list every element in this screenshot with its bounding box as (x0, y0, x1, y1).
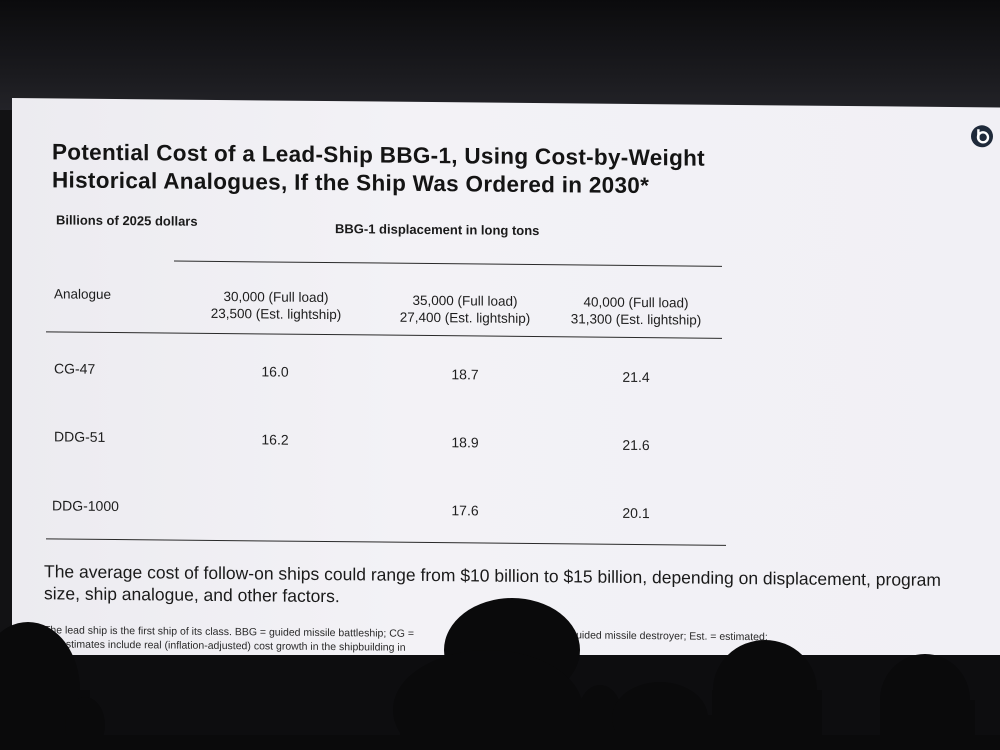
column-header-30000: 30,000 (Full load) 23,500 (Est. lightshi… (181, 288, 371, 324)
column-header-35000: 35,000 (Full load) 27,400 (Est. lightshi… (370, 291, 560, 327)
cell-ddg51-40000: 21.6 (622, 436, 650, 454)
cell-cg47-40000: 21.4 (622, 368, 650, 386)
auditorium-floor (0, 655, 1000, 750)
column-header-analogue: Analogue (54, 285, 154, 303)
cell-ddg1000-30000 (215, 500, 335, 501)
row-label-ddg1000: DDG-1000 (52, 497, 119, 515)
summary-text: The average cost of follow-on ships coul… (44, 561, 941, 607)
column-header-full-load: 35,000 (Full load) (412, 292, 518, 309)
cell-cg47-30000: 16.0 (261, 363, 289, 380)
cell-ddg1000-40000: 20.1 (622, 504, 650, 522)
footnote-line-1-right: DDG = guided missile destroyer; Est. = e… (534, 629, 768, 644)
table-bottom-rule (46, 538, 726, 546)
displacement-header: BBG-1 displacement in long tons (335, 221, 540, 239)
cell-cg47-35000: 18.7 (451, 366, 479, 383)
column-header-lightship: 31,300 (Est. lightship) (570, 311, 702, 328)
header-rule (174, 260, 722, 267)
row-label-ddg51: DDG-51 (54, 428, 106, 445)
column-header-label: Analogue (54, 286, 112, 302)
projector-screen: Potential Cost of a Lead-Ship BBG-1, Usi… (12, 98, 1000, 668)
column-header-40000: 40,000 (Full load) 31,300 (Est. lightshi… (541, 293, 731, 329)
units-label: Billions of 2025 dollars (56, 212, 198, 229)
row-label-cg47: CG-47 (54, 360, 96, 377)
cell-ddg51-35000: 18.9 (451, 434, 479, 451)
column-header-full-load: 40,000 (Full load) (583, 294, 689, 311)
slide-title: Potential Cost of a Lead-Ship BBG-1, Usi… (52, 138, 892, 202)
column-header-lightship: 27,400 (Est. lightship) (399, 309, 531, 326)
room-ceiling (0, 0, 1000, 110)
table-header-rule (46, 331, 722, 339)
cell-ddg51-30000: 16.2 (261, 431, 289, 448)
organization-logo-icon (971, 125, 993, 148)
column-header-full-load: 30,000 (Full load) (223, 289, 329, 306)
cell-ddg1000-35000: 17.6 (451, 502, 479, 519)
column-header-lightship: 23,500 (Est. lightship) (210, 305, 342, 323)
